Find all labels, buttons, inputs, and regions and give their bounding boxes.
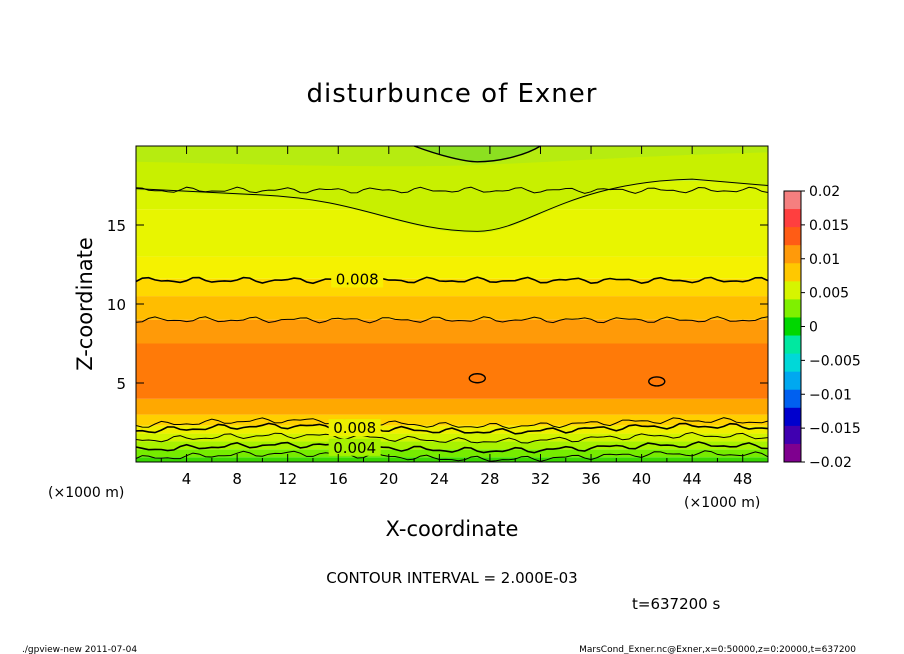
- band-5: [136, 414, 768, 426]
- colorbar-swatch: [784, 353, 801, 373]
- contour-labels: 0.008 0.008 0.004: [328, 270, 384, 457]
- contour-4: [135, 417, 769, 429]
- x-tick-label: 12: [278, 470, 297, 488]
- footer-right-text: MarsCond_Exner.nc@Exner,x=0:50000,z=0:20…: [579, 645, 856, 654]
- upper-region: [136, 146, 768, 233]
- colorbar-tick-label: −0.02: [809, 455, 852, 471]
- colorbar-tick-label: 0.005: [809, 286, 849, 302]
- colorbar-swatch: [784, 443, 801, 463]
- colorbar: 0.02 0.015 0.01 0.005 0 −0.005 −0.01 −0.015 −0.0…: [783, 184, 861, 471]
- contour-label-1: 0.008: [333, 419, 376, 437]
- x-tick-label: 28: [480, 470, 499, 488]
- contour-2: [135, 431, 769, 444]
- colorbar-swatch: [784, 317, 801, 337]
- contour-5: [135, 316, 769, 324]
- x-unit-left: (×1000 m): [48, 485, 124, 501]
- contour-lines: [135, 145, 769, 462]
- small-contour-0: [468, 373, 486, 384]
- small-contour-1: [648, 376, 666, 387]
- contour-3: [135, 422, 769, 435]
- band-3: [136, 433, 768, 442]
- y-axis-label: Z-coordinate: [73, 237, 97, 371]
- x-tick-label: 44: [683, 470, 702, 488]
- plot-area: [136, 146, 768, 462]
- contour-top: [413, 145, 541, 163]
- band-6: [136, 398, 768, 415]
- y-tick-label: 5: [116, 375, 126, 393]
- colorbar-swatch: [784, 371, 801, 391]
- time-text: t=637200 s: [632, 595, 720, 613]
- contour-6: [135, 276, 769, 285]
- band-7: [136, 343, 768, 399]
- colorbar-swatch: [784, 245, 801, 264]
- colorbar-swatch: [784, 191, 801, 210]
- colorbar-tick-label: −0.01: [809, 387, 852, 403]
- x-axis-ticks: 4 8 12 16 20 24 28 32 36 40 44 48: [160, 146, 752, 488]
- band-9: [136, 296, 768, 320]
- band-1: [136, 449, 768, 458]
- contour-0: [135, 450, 769, 462]
- colorbar-swatch: [784, 299, 801, 318]
- chart-title: disturbunce of Exner: [307, 79, 598, 109]
- colorbar-swatch: [784, 281, 801, 300]
- colorbar-tick-label: 0.01: [809, 252, 840, 268]
- y-tick-label: 15: [107, 217, 126, 235]
- x-unit-right: (×1000 m): [684, 495, 760, 511]
- footer-left-text: ./gpview-new 2011-07-04: [22, 645, 137, 654]
- contour-1: [135, 441, 769, 454]
- contour-7: [135, 186, 769, 194]
- contour-label-2: 0.004: [333, 439, 376, 457]
- contour-label-bg-0: [331, 270, 384, 288]
- x-axis-label: X-coordinate: [386, 517, 519, 541]
- x-tick-label: 32: [531, 470, 550, 488]
- contour-interval-text: CONTOUR INTERVAL = 2.000E-03: [326, 569, 577, 587]
- colorbar-swatch: [784, 389, 801, 409]
- band-10: [136, 278, 768, 297]
- y-tick-label: 10: [107, 296, 126, 314]
- colorbar-swatch: [784, 263, 801, 282]
- colorbar-tick-label: −0.015: [809, 421, 861, 437]
- x-tick-label: 48: [733, 470, 752, 488]
- colorbar-tick-label: 0: [809, 320, 818, 336]
- colorbar-swatch: [784, 209, 801, 228]
- colorbar-tick-label: 0.02: [809, 184, 840, 200]
- contour-label-bg-1: [328, 419, 381, 437]
- band-2: [136, 441, 768, 450]
- contour-upper: [135, 178, 769, 232]
- x-tick-label: 24: [430, 470, 449, 488]
- x-tick-label: 4: [182, 470, 192, 488]
- x-tick-label: 40: [632, 470, 651, 488]
- colorbar-tick-label: −0.005: [809, 353, 861, 369]
- x-tick-label: 36: [581, 470, 600, 488]
- colorbar-swatch: [784, 425, 801, 445]
- band-11: [136, 256, 768, 279]
- x-tick-label: 8: [232, 470, 242, 488]
- colorbar-swatch: [784, 227, 801, 246]
- colorbar-swatch: [784, 407, 801, 427]
- y-axis-ticks: 5 10 15: [107, 217, 768, 393]
- colorbar-swatch: [784, 335, 801, 355]
- contour-label-bg-2: [328, 438, 381, 456]
- x-tick-label: 16: [329, 470, 348, 488]
- band-4: [136, 425, 768, 434]
- band-8: [136, 319, 768, 344]
- contour-label-0: 0.008: [336, 271, 379, 289]
- colorbar-tick-label: 0.015: [809, 218, 849, 234]
- x-tick-label: 20: [379, 470, 398, 488]
